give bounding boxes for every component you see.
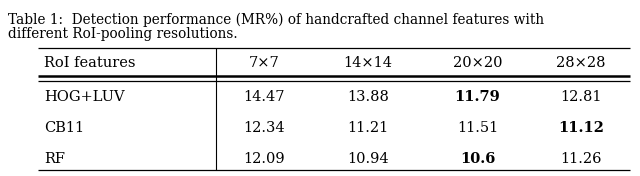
Text: RoI features: RoI features xyxy=(44,56,136,70)
Text: Table 1:  Detection performance (MR%) of handcrafted channel features with: Table 1: Detection performance (MR%) of … xyxy=(8,13,544,27)
Text: 11.51: 11.51 xyxy=(457,121,498,135)
Text: 11.21: 11.21 xyxy=(348,121,388,135)
Text: RF: RF xyxy=(44,152,65,166)
Text: 20×20: 20×20 xyxy=(453,56,502,70)
Text: 7×7: 7×7 xyxy=(249,56,280,70)
Text: 11.26: 11.26 xyxy=(561,152,602,166)
Text: different RoI-pooling resolutions.: different RoI-pooling resolutions. xyxy=(8,27,237,41)
Text: 11.12: 11.12 xyxy=(558,121,604,135)
Text: 12.81: 12.81 xyxy=(561,90,602,104)
Text: CB11: CB11 xyxy=(44,121,84,135)
Text: 28×28: 28×28 xyxy=(556,56,606,70)
Text: 10.6: 10.6 xyxy=(460,152,495,166)
Text: 12.09: 12.09 xyxy=(244,152,285,166)
Text: 10.94: 10.94 xyxy=(348,152,389,166)
Text: HOG+LUV: HOG+LUV xyxy=(44,90,125,104)
Text: 13.88: 13.88 xyxy=(347,90,389,104)
Text: 12.34: 12.34 xyxy=(244,121,285,135)
Text: 14.47: 14.47 xyxy=(244,90,285,104)
Text: 14×14: 14×14 xyxy=(344,56,392,70)
Text: 11.79: 11.79 xyxy=(454,90,500,104)
